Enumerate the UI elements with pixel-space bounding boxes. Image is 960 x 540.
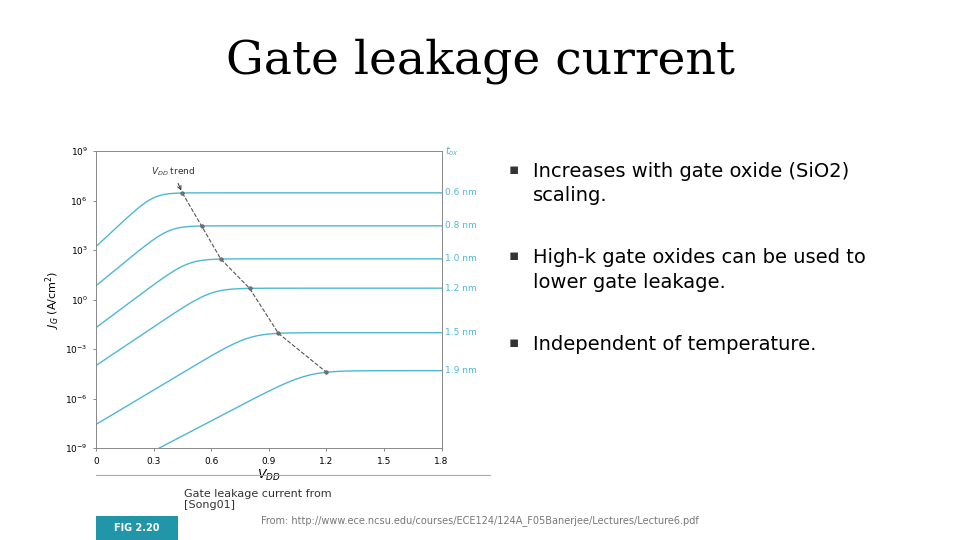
Text: 1.5 nm: 1.5 nm [445, 328, 477, 337]
Text: From: http://www.ece.ncsu.edu/courses/ECE124/124A_F05Banerjee/Lectures/Lecture6.: From: http://www.ece.ncsu.edu/courses/EC… [261, 516, 699, 526]
Text: 1.9 nm: 1.9 nm [445, 366, 477, 375]
Text: Gate leakage current: Gate leakage current [226, 38, 734, 84]
Y-axis label: $J_G$ (A/cm$^2$): $J_G$ (A/cm$^2$) [44, 271, 62, 329]
Text: ▪: ▪ [509, 162, 519, 177]
Text: FIG 2.20: FIG 2.20 [114, 523, 159, 533]
Text: 1.2 nm: 1.2 nm [445, 284, 477, 293]
Text: 1.0 nm: 1.0 nm [445, 254, 477, 264]
Text: $t_{ox}$: $t_{ox}$ [445, 144, 460, 158]
Text: Gate leakage current from
[Song01]: Gate leakage current from [Song01] [184, 489, 332, 510]
Text: Increases with gate oxide (SiO2)
scaling.: Increases with gate oxide (SiO2) scaling… [533, 162, 849, 205]
Text: $V_{DD}$ trend: $V_{DD}$ trend [151, 166, 195, 190]
Text: 0.6 nm: 0.6 nm [445, 188, 477, 197]
Text: 0.8 nm: 0.8 nm [445, 221, 477, 231]
Text: ▪: ▪ [509, 248, 519, 264]
Text: High-k gate oxides can be used to
lower gate leakage.: High-k gate oxides can be used to lower … [533, 248, 866, 292]
Text: Independent of temperature.: Independent of temperature. [533, 335, 816, 354]
Text: ▪: ▪ [509, 335, 519, 350]
X-axis label: $V_{DD}$: $V_{DD}$ [257, 468, 280, 483]
